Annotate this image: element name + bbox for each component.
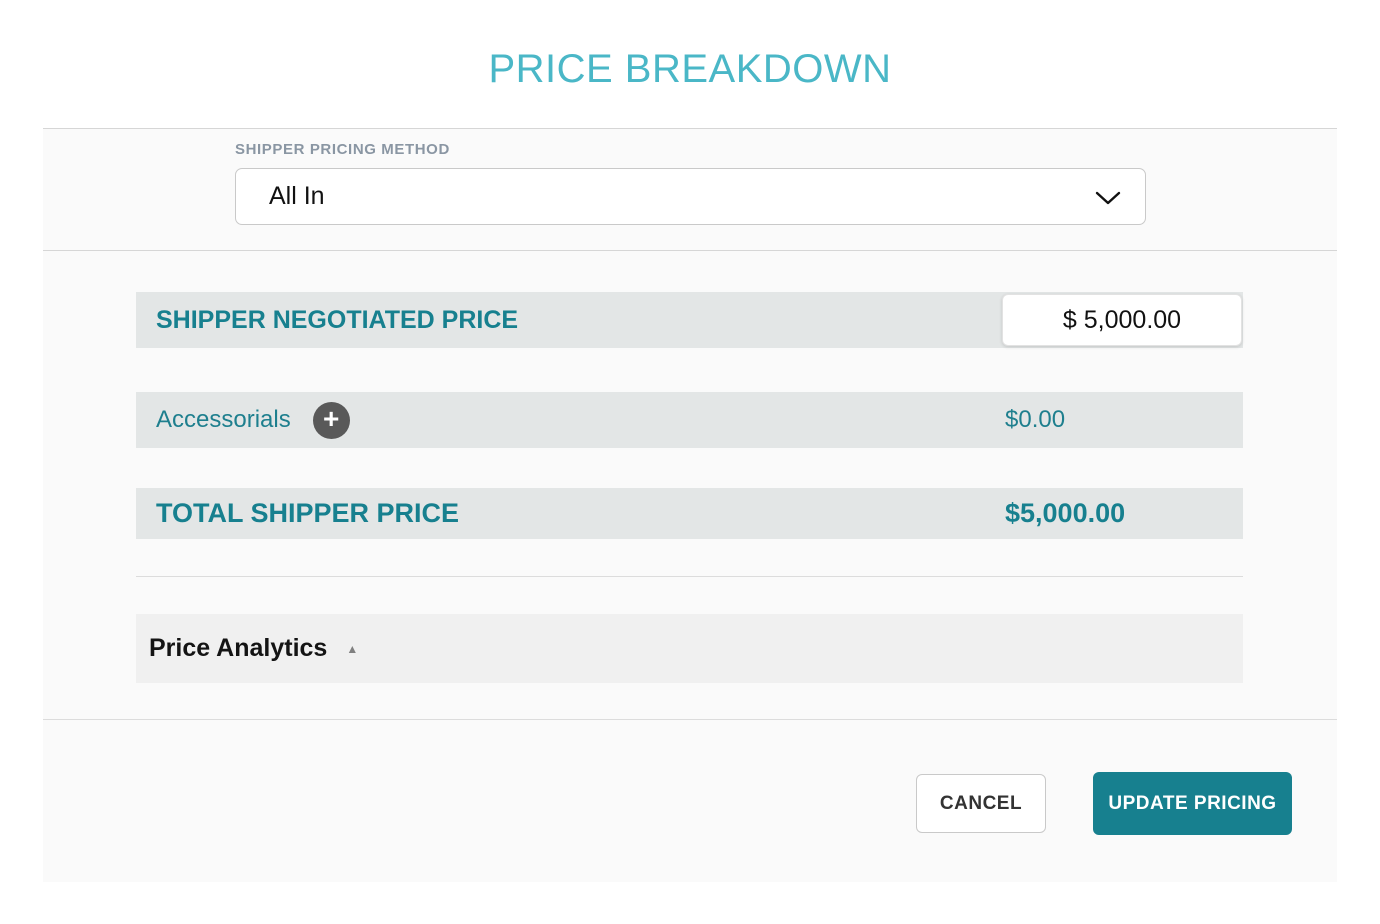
total-shipper-price-value: $5,000.00: [1005, 498, 1126, 528]
accessorials-row: Accessorials + $0.00: [136, 392, 1243, 448]
add-accessorial-button[interactable]: +: [312, 401, 350, 439]
shipper-negotiated-price-row: SHIPPER NEGOTIATED PRICE: [136, 292, 1243, 348]
chevron-down-icon: [1095, 184, 1121, 213]
price-analytics-label: Price Analytics: [149, 634, 328, 662]
price-breakdown-panel: SHIPPER PRICING METHOD All In SHIPPER NE…: [43, 128, 1337, 882]
cancel-button[interactable]: CANCEL: [916, 774, 1046, 833]
accessorials-value: $0.00: [1005, 406, 1066, 433]
collapse-caret-icon: ▲: [346, 641, 359, 656]
total-shipper-price-row: TOTAL SHIPPER PRICE $5,000.00: [136, 488, 1243, 539]
plus-icon: +: [323, 402, 340, 434]
accessorials-label: Accessorials: [156, 406, 291, 433]
total-shipper-price-label: TOTAL SHIPPER PRICE: [156, 498, 460, 528]
price-analytics-header[interactable]: Price Analytics ▲: [136, 614, 1243, 683]
negotiated-price-input[interactable]: [1002, 294, 1242, 346]
selected-pricing-method: All In: [269, 182, 325, 210]
shipper-pricing-method-select[interactable]: All In: [235, 168, 1146, 225]
footer: CANCEL UPDATE PRICING: [43, 719, 1337, 883]
pricing-method-section: SHIPPER PRICING METHOD All In: [43, 129, 1337, 251]
shipper-pricing-method-label: SHIPPER PRICING METHOD: [235, 141, 450, 158]
divider: [136, 576, 1243, 577]
shipper-negotiated-price-label: SHIPPER NEGOTIATED PRICE: [156, 305, 519, 334]
update-pricing-button[interactable]: UPDATE PRICING: [1093, 772, 1292, 835]
page-title: PRICE BREAKDOWN: [488, 47, 892, 91]
